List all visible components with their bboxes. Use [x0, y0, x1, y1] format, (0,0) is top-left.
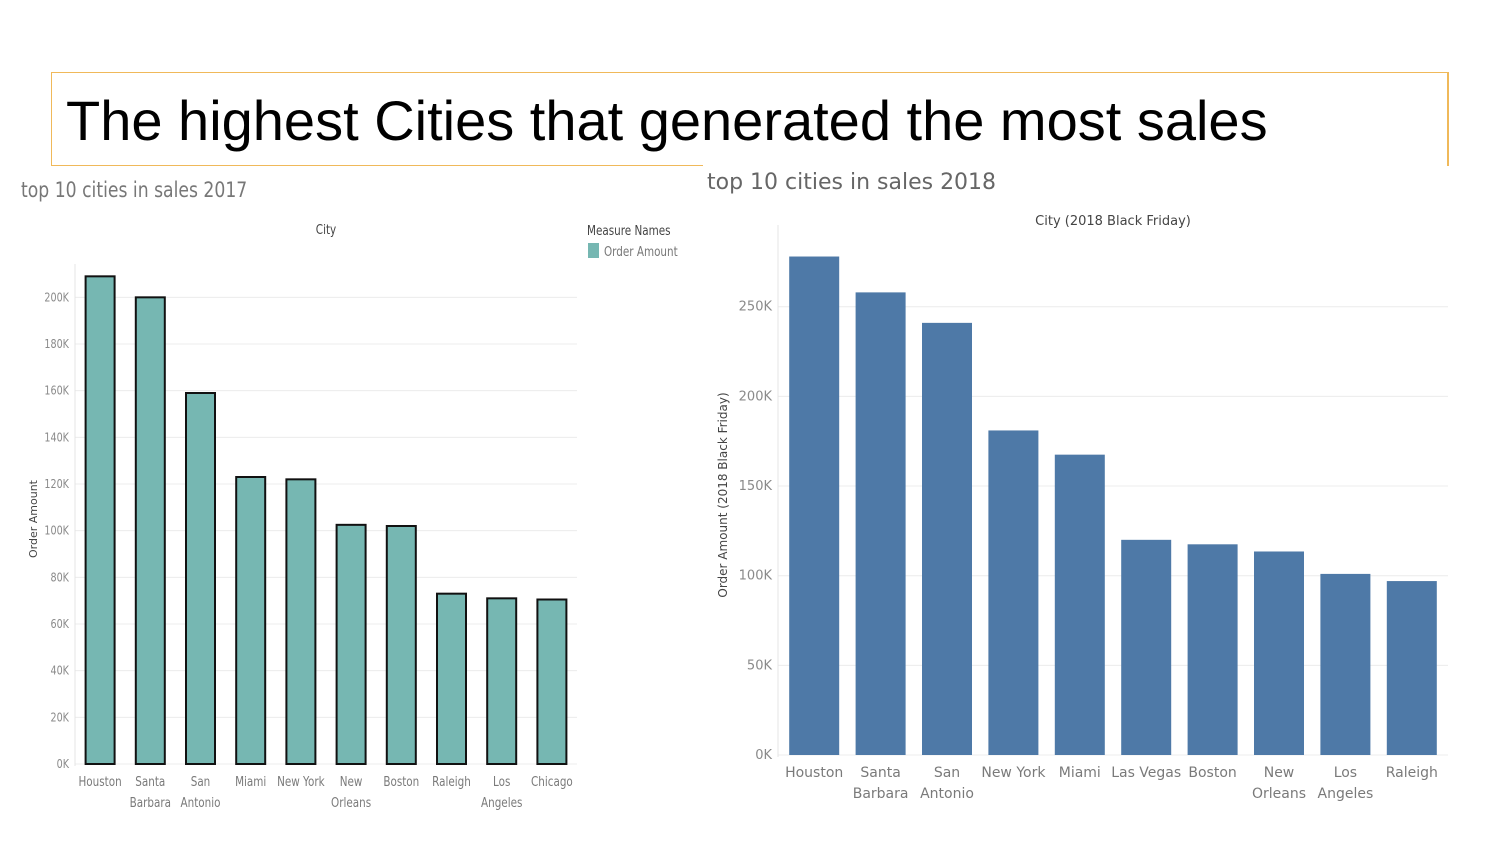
- chart-2017: 0K 20K 40K 60K 80K 100K 120K 140K 160K 180K 200K Ho…: [27, 222, 678, 810]
- chart-2018-category-label: Las Vegas: [1111, 765, 1181, 781]
- chart-2018-category-label: Miami: [1059, 765, 1101, 781]
- chart-2017-ytick-label: 140K: [44, 430, 69, 444]
- chart-2017-bar: [385, 525, 417, 765]
- chart-2017-bar: [185, 392, 216, 765]
- chart-2017-category-label: New York: [277, 774, 325, 789]
- title-frame: [51, 72, 1448, 166]
- chart-2018-top-header: City (2018 Black Friday): [1035, 214, 1191, 229]
- chart-2018-category-label: Raleigh: [1386, 765, 1438, 781]
- chart-2018-bar: [1187, 544, 1238, 755]
- chart-2018-category-label: Santa: [860, 765, 900, 781]
- chart-2017-legend-swatch: [588, 243, 599, 258]
- slide-title: The highest Cities that generated the mo…: [66, 89, 1268, 152]
- chart-2017-legend-title: Measure Names: [587, 223, 671, 238]
- chart-2018-category-label: Angeles: [1318, 786, 1374, 802]
- chart-2018-ytick-label: 0K: [755, 748, 772, 763]
- chart-2017-category-label: Barbara: [130, 795, 171, 810]
- chart-2017-category-label: Miami: [235, 774, 266, 789]
- chart-2018-bar: [1386, 581, 1437, 755]
- chart-2017-category-label: San: [191, 774, 211, 789]
- chart-2017-category-label: Angeles: [481, 795, 522, 810]
- chart-2017-ytick-label: 80K: [50, 570, 69, 584]
- chart-2017-ytick-label: 200K: [44, 290, 69, 304]
- chart-2018-bar: [1254, 551, 1304, 755]
- chart-2017-category-label: Houston: [78, 774, 121, 789]
- chart-2018-bar: [789, 256, 840, 755]
- chart-2017-bar: [235, 476, 267, 765]
- chart-2018-ytick-label: 50K: [747, 658, 773, 673]
- chart-2017-bar: [285, 478, 317, 765]
- chart-2017-ytick-label: 160K: [44, 384, 69, 398]
- chart-2018-title: top 10 cities in sales 2018: [707, 170, 997, 195]
- chart-2017-ytick-label: 0K: [57, 757, 70, 771]
- chart-2017-bar: [486, 597, 518, 766]
- chart-2018-ytick-label: 150K: [739, 479, 773, 494]
- chart-2017-category-label: Chicago: [531, 774, 573, 789]
- chart-2017-ytick-label: 120K: [44, 477, 69, 491]
- chart-2018-category-label: Los: [1334, 765, 1357, 781]
- chart-2017-category-label: Raleigh: [432, 774, 471, 789]
- chart-2017-bar: [134, 296, 166, 765]
- chart-2018-category-label: Boston: [1188, 765, 1236, 781]
- chart-2018-ytick-label: 100K: [739, 569, 773, 584]
- chart-2018-bar: [855, 292, 906, 755]
- chart-2018-bar: [1054, 454, 1105, 755]
- chart-2017-ytick-label: 100K: [44, 524, 69, 538]
- chart-2018-bar: [1320, 573, 1371, 755]
- chart-2017-bar: [436, 592, 467, 765]
- chart-2018-y-axis-label: Order Amount (2018 Black Friday): [716, 392, 730, 597]
- chart-2017-title: top 10 cities in sales 2017: [21, 178, 248, 202]
- chart-2017-ytick-label: 180K: [44, 337, 69, 351]
- chart-2018-category-label: New York: [981, 765, 1046, 781]
- chart-2018-category-label: Orleans: [1252, 786, 1306, 802]
- chart-2017-ytick-label: 60K: [50, 617, 69, 631]
- chart-2017-ytick-label: 40K: [50, 664, 69, 678]
- chart-2017-category-label: Boston: [383, 774, 419, 789]
- chart-2017-bar: [84, 275, 116, 765]
- title-frame-bottom-edge: [51, 165, 703, 166]
- chart-2018-category-label: Barbara: [853, 786, 909, 802]
- chart-2018-bar: [988, 430, 1039, 755]
- chart-2017-category-label: Santa: [135, 774, 165, 789]
- chart-2018-category-label: Antonio: [920, 786, 974, 802]
- chart-2017-top-header: City: [316, 222, 336, 237]
- chart-2018-category-label: New: [1264, 765, 1295, 781]
- chart-2017-y-axis-label: Order Amount: [27, 479, 40, 558]
- chart-2017-bar: [335, 523, 367, 766]
- chart-2017-category-label: Antonio: [181, 795, 221, 810]
- chart-2017-bar: [536, 598, 568, 765]
- chart-2017-ytick-label: 20K: [50, 710, 69, 724]
- chart-2018-bar: [922, 322, 972, 755]
- chart-2018-ytick-label: 200K: [739, 389, 773, 404]
- title-frame-right-edge: [1448, 72, 1449, 166]
- chart-2018-category-label: Houston: [785, 765, 843, 781]
- chart-2018: 0K 50K 100K 150K 200K 250K Houston Santa Barbara…: [716, 214, 1448, 802]
- chart-2017-category-label: New: [340, 774, 363, 789]
- chart-2018-ytick-label: 250K: [739, 300, 773, 315]
- chart-2018-category-label: San: [934, 765, 960, 781]
- chart-2018-bar: [1121, 539, 1172, 755]
- chart-2017-legend-entry: Order Amount: [604, 244, 678, 259]
- chart-2017-category-label: Los: [493, 774, 510, 789]
- chart-2017-category-label: Orleans: [331, 795, 371, 810]
